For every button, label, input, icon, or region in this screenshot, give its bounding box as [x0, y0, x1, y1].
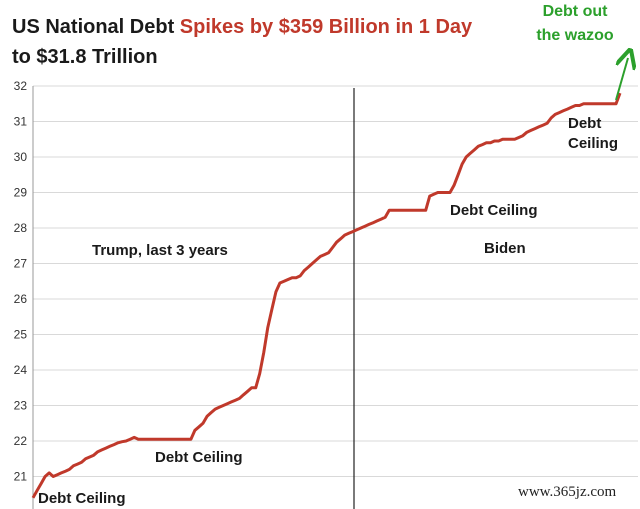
debt-ceiling-label-4b: Ceiling: [568, 135, 618, 152]
y-tick-25: 25: [14, 328, 28, 342]
debt-ceiling-label-4a: Debt: [568, 115, 601, 132]
trump-section-label: Trump, last 3 years: [92, 242, 228, 259]
y-tick-29: 29: [14, 186, 28, 200]
title-line2: to $31.8 Trillion: [12, 46, 158, 68]
watermark: www.365jz.com: [518, 484, 617, 500]
y-tick-24: 24: [14, 363, 28, 377]
y-tick-31: 31: [14, 115, 28, 129]
series-layer: [31, 92, 622, 499]
wazoo-arrow: [615, 58, 628, 101]
y-tick-23: 23: [14, 399, 28, 413]
debt-ceiling-label-3: Debt Ceiling: [450, 202, 538, 219]
y-tick-28: 28: [14, 221, 28, 235]
debt-ceiling-label-1: Debt Ceiling: [38, 490, 126, 507]
wazoo-line1: Debt out: [542, 3, 608, 20]
debt-ceiling-label-2: Debt Ceiling: [155, 449, 243, 466]
y-tick-27: 27: [14, 257, 28, 271]
y-tick-22: 22: [14, 434, 28, 448]
title-part2: Spikes by $359 Billion in 1 Day: [179, 16, 473, 38]
title-part1: US National Debt: [12, 16, 180, 38]
y-tick-labels: 21 22 23 24 25 26 27 28 29 30 31 32: [14, 79, 28, 484]
y-tick-32: 32: [14, 79, 28, 93]
series-line-0: [31, 92, 622, 499]
y-tick-21: 21: [14, 470, 28, 484]
grid-lines: [33, 85, 638, 477]
wazoo-line2: the wazoo: [536, 27, 614, 44]
chart-title: US National Debt Spikes by $359 Billion …: [12, 14, 472, 40]
wazoo-annotation: Debt out the wazoo: [520, 0, 630, 48]
biden-section-label: Biden: [484, 240, 526, 257]
y-tick-26: 26: [14, 292, 28, 306]
y-tick-30: 30: [14, 150, 28, 164]
